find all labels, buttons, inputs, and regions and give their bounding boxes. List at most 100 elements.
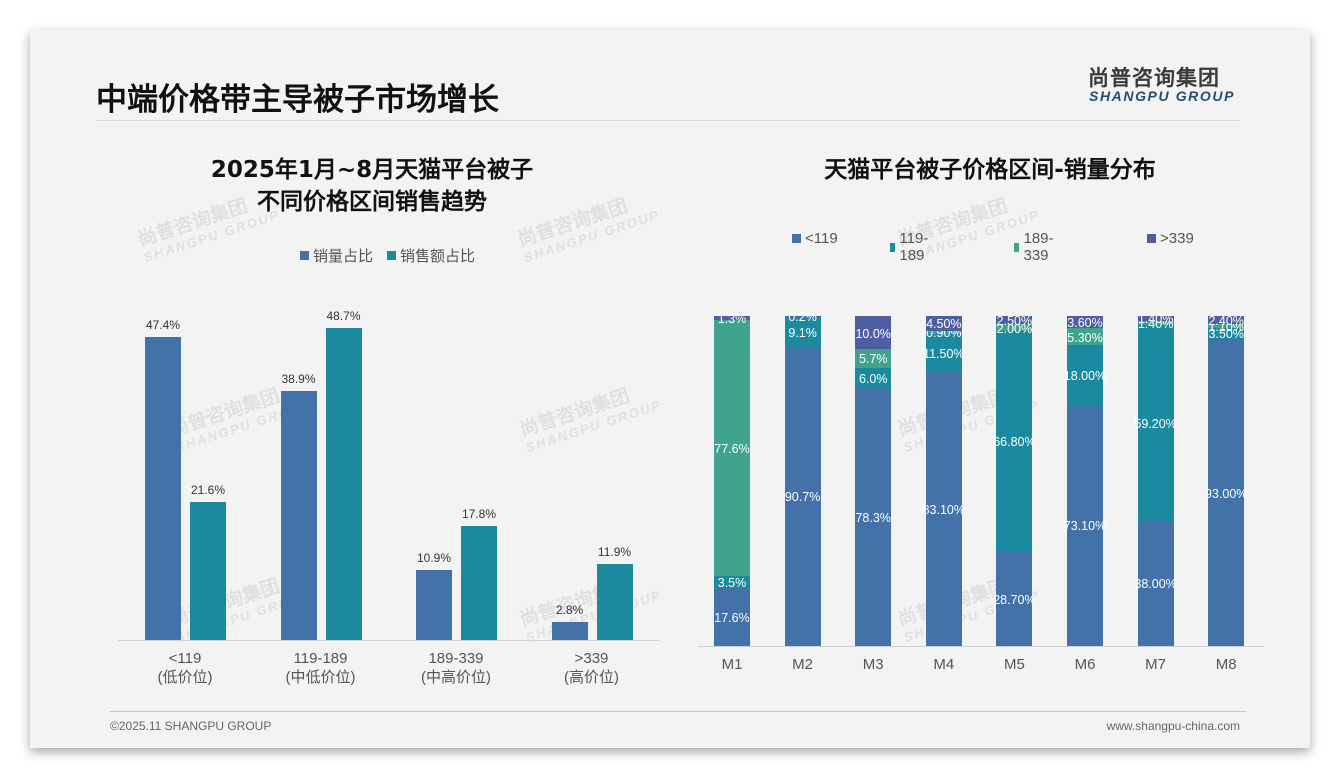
segment-label: 77.6% (714, 442, 750, 457)
legend-swatch (1147, 234, 1156, 243)
title-divider (96, 120, 1240, 121)
bar-segment (1208, 316, 1245, 324)
legend-item: 119-189 (890, 230, 932, 264)
stacked-bar-M8: 93.00% 3.50% 1.10% 2.40% (1205, 314, 1247, 646)
bar-segment (855, 349, 892, 368)
left-chart-title-line1: 2025年1月~8月天猫平台被子 (210, 157, 534, 183)
legend-label: <119 (805, 230, 838, 247)
legend-label: 销售额占比 (400, 248, 476, 265)
data-label: 47.4% (145, 317, 181, 332)
left-chart-plot: 47.4% 21.6% <119 (低价位) 38.9% 48.7% 119-189 (中低价… (118, 309, 660, 686)
bar-segment (996, 324, 1033, 331)
x-tick-label: 119-189 (中低价位) (285, 650, 356, 686)
legend-item: 189-339 (1014, 230, 1057, 264)
bar-segment (714, 576, 750, 588)
segment-label: 3.50% (1208, 327, 1244, 342)
footer-divider (110, 711, 1246, 712)
revenue-bar (325, 328, 362, 640)
segment-label: 83.10% (922, 502, 965, 517)
segment-label: 38.00% (1134, 577, 1177, 592)
volume-bar (416, 570, 452, 640)
segment-label: 3.60% (1067, 315, 1103, 330)
bar-segment (784, 316, 821, 317)
revenue-bar (190, 501, 226, 640)
data-label: 10.9% (416, 551, 452, 566)
bar-segment (1067, 404, 1103, 646)
segment-label: 11.50% (923, 346, 965, 361)
x-tick-label: >339 (高价位) (564, 650, 619, 686)
bar-segment (1067, 345, 1103, 405)
bar-segment (1137, 520, 1174, 646)
legend-swatch (387, 251, 397, 260)
stacked-bar-M3: 78.3% 6.0% 5.7% 10.0% (855, 316, 892, 646)
segment-label: 9.1% (788, 325, 817, 340)
stacked-bar-M7: 38.00% 59.20% 1.40% 1.40% (1134, 312, 1177, 646)
x-axis (118, 640, 660, 641)
x-axis (698, 646, 1264, 647)
bar-segment (784, 316, 821, 347)
segment-label: 10.0% (855, 326, 891, 341)
bar-segment (925, 333, 962, 372)
segment-label: 1.40% (1137, 312, 1174, 327)
legend-swatch (890, 242, 896, 252)
stacked-bar-M4: 83.10% 11.50% 0.90% 4.50% (923, 316, 965, 646)
segment-label: 90.7% (784, 490, 821, 505)
segment-label: 78.3% (855, 510, 891, 525)
bar-segment (714, 316, 750, 321)
volume-bar (145, 336, 181, 640)
data-label: 48.7% (326, 309, 361, 324)
bar-segment (714, 320, 750, 577)
logo-cn: 尚普咨询集团 (1088, 66, 1220, 90)
volume-bar (280, 391, 317, 640)
x-tick-label: M8 (1215, 656, 1237, 673)
segment-label: 66.80% (993, 435, 1036, 450)
x-tick-label: M7 (1145, 656, 1167, 673)
legend-item: <119 (792, 230, 838, 247)
data-label: 2.8% (555, 603, 584, 618)
left-chart-legend: 销量占比 销售额占比 (300, 245, 489, 266)
legend-item-revenue: 销售额占比 (387, 245, 475, 266)
bar-segment (1067, 316, 1103, 328)
revenue-bar (596, 563, 633, 640)
logo-en: SHANGPU GROUP (1089, 88, 1236, 104)
bar-segment (1137, 320, 1174, 326)
x-tick-label: M2 (792, 656, 814, 673)
bar-segment (996, 330, 1033, 552)
x-tick-label: M4 (933, 656, 955, 673)
segment-label: 17.6% (714, 610, 750, 625)
data-label: 11.9% (597, 544, 632, 559)
stacked-bar-M5: 28.70% 66.80% 2.00% 2.50% (993, 314, 1036, 646)
segment-label: 18.00% (1063, 369, 1107, 384)
right-chart-plot: 17.6% 3.5% 77.6% 1.3% M1 90.7% 9.1% 0.2% M2 78.3%… (698, 310, 1264, 673)
data-label: 21.6% (190, 482, 226, 497)
volume-bar (551, 622, 588, 640)
x-tick-label: 189-339 (中高价位) (421, 650, 491, 686)
x-tick-label: M6 (1074, 656, 1096, 673)
bar-segment (1067, 327, 1103, 346)
legend-swatch (300, 251, 309, 260)
page-title: 中端价格带主导被子市场增长 (96, 82, 499, 118)
segment-label: 5.30% (1067, 330, 1103, 345)
left-chart-title: 2025年1月~8月天猫平台被子 不同价格区间销售趋势 (160, 154, 584, 218)
segment-label: 2.40% (1208, 313, 1244, 328)
footer-copyright: ©2025.11 SHANGPU GROUP (110, 719, 272, 733)
right-chart-title: 天猫平台被子价格区间-销量分布 (824, 157, 1156, 183)
bar-segment (996, 551, 1033, 646)
bar-segment (855, 367, 892, 388)
bar-segment (1208, 327, 1245, 340)
segment-label: 6.0% (858, 371, 888, 386)
data-label: 38.9% (281, 372, 316, 387)
segment-label: 0.2% (788, 310, 817, 325)
footer-website[interactable]: www.shangpu-china.com (1106, 719, 1240, 733)
legend-label: 119-189 (899, 230, 929, 264)
bar-segment (1208, 339, 1245, 646)
legend-label: 189-339 (1023, 230, 1054, 264)
segment-label: 4.50% (926, 317, 962, 332)
segment-label: 1.3% (717, 312, 747, 327)
bar-segment (855, 387, 892, 646)
segment-label: 3.5% (717, 576, 747, 591)
stacked-bar-M2: 90.7% 9.1% 0.2% (784, 310, 821, 646)
bar-segment (1137, 316, 1174, 321)
left-chart-title-line2: 不同价格区间销售趋势 (257, 189, 487, 215)
x-tick-label: M5 (1003, 656, 1025, 673)
